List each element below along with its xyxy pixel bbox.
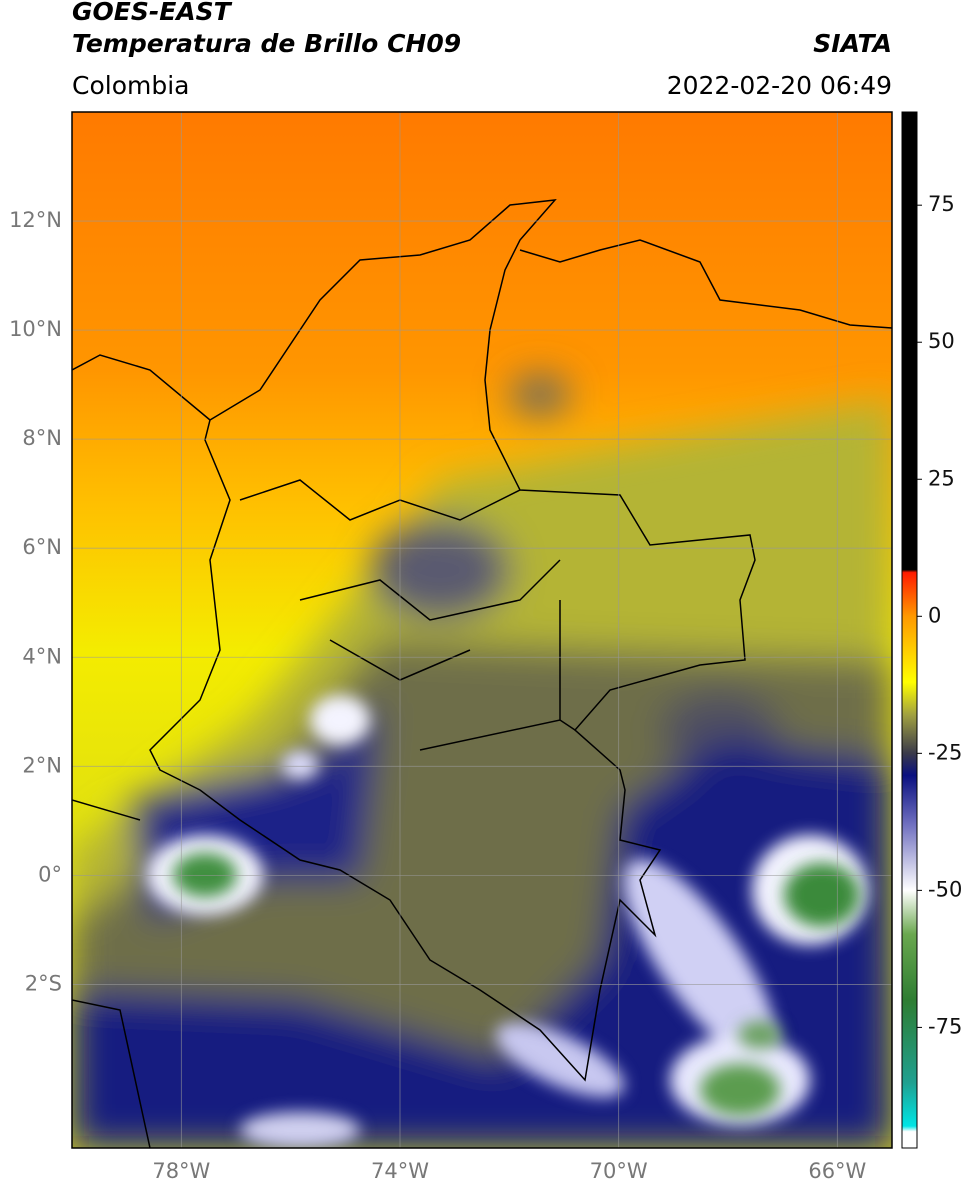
colorbar-tick-label: -25 xyxy=(928,740,962,764)
y-tick-label: 8°N xyxy=(22,426,62,450)
x-tick-label: 74°W xyxy=(371,1159,429,1183)
map-frame xyxy=(71,111,893,1149)
x-tick-label: 66°W xyxy=(808,1159,866,1183)
source: SIATA xyxy=(813,29,892,58)
y-tick-label: 4°N xyxy=(22,644,62,668)
y-tick-label: 2°N xyxy=(22,753,62,777)
colorbar-tick-label: 50 xyxy=(928,329,955,353)
satellite-image xyxy=(72,112,892,1148)
y-tick-label: 0° xyxy=(38,862,62,886)
y-tick-label: 12°N xyxy=(9,208,62,232)
x-tick-label: 70°W xyxy=(590,1159,648,1183)
colorbar-tick-label: 75 xyxy=(928,192,955,216)
colorbar-tick-label: -50 xyxy=(928,877,962,901)
colorbar-tick-label: -75 xyxy=(928,1014,962,1038)
colorbar xyxy=(901,111,918,1149)
subtitle: Temperatura de Brillo CH09 xyxy=(72,29,461,58)
title: GOES-EAST xyxy=(72,0,233,26)
y-tick-label: 6°N xyxy=(22,535,62,559)
datetime: 2022-02-20 06:49 xyxy=(667,71,892,100)
y-tick-label: 2°S xyxy=(25,971,62,995)
colorbar-tick-label: 0 xyxy=(928,603,941,627)
x-tick-label: 78°W xyxy=(152,1159,210,1183)
region: Colombia xyxy=(72,71,189,100)
colorbar-tick-label: 25 xyxy=(928,466,955,490)
y-tick-label: 10°N xyxy=(9,317,62,341)
